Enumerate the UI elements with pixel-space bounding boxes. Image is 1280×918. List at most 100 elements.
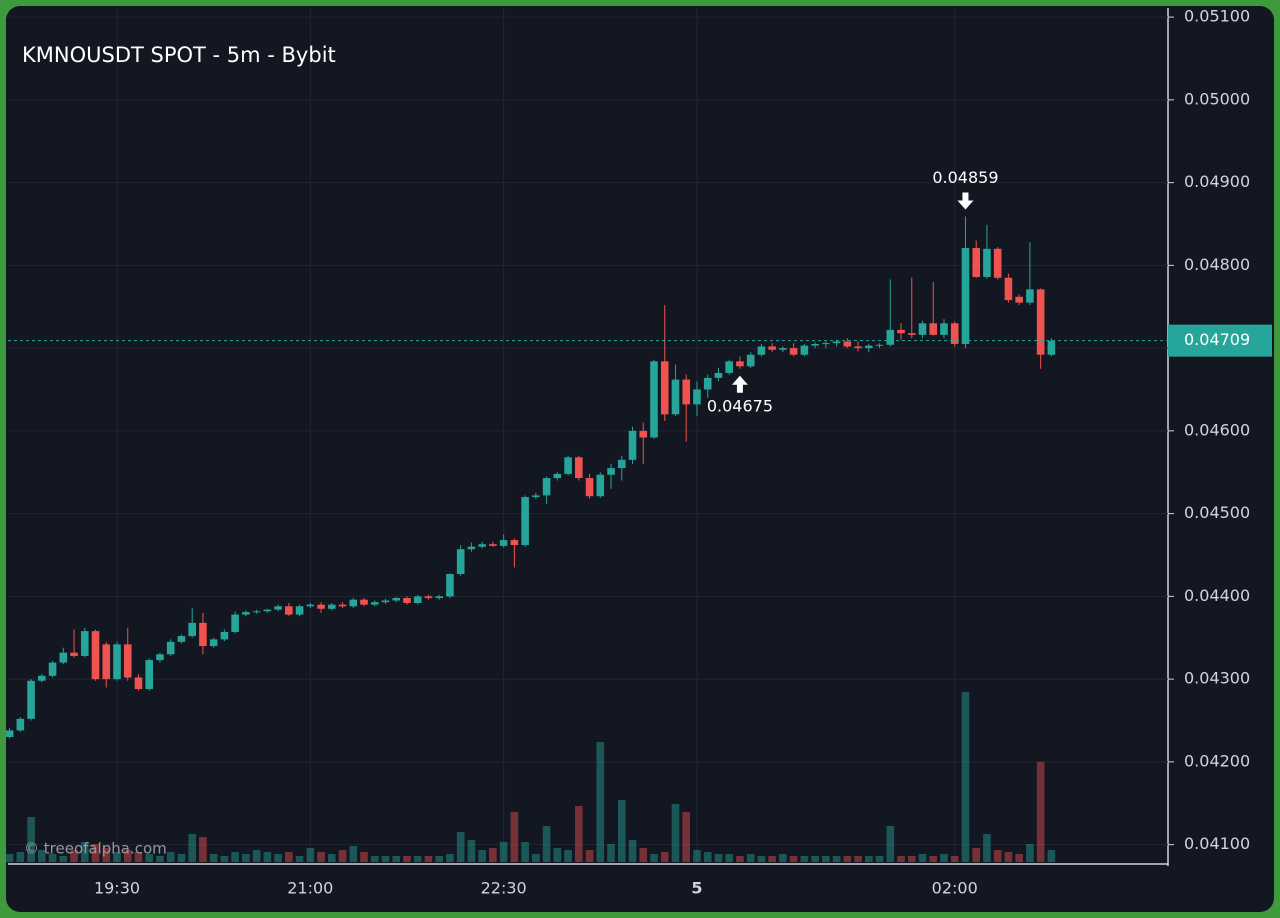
- candle-body: [843, 341, 852, 347]
- candle-body: [596, 474, 605, 497]
- volume-bar: [607, 844, 615, 862]
- candle-body: [80, 631, 89, 656]
- volume-bar: [746, 854, 755, 862]
- volume-bar: [456, 832, 465, 862]
- volume-bar: [843, 856, 852, 862]
- volume-bar: [220, 856, 229, 862]
- candle-body: [607, 468, 615, 475]
- volume-bar: [811, 856, 819, 862]
- volume-bar: [80, 842, 89, 862]
- candle-body: [317, 604, 325, 609]
- candle-body: [27, 680, 35, 719]
- candle-body: [338, 604, 347, 607]
- volume-bar: [499, 842, 508, 862]
- low-marker-label: 0.04675: [707, 396, 773, 415]
- volume-bar: [489, 848, 497, 862]
- volume-bar: [768, 856, 776, 862]
- candle-body: [38, 675, 46, 681]
- candle-body: [295, 606, 304, 615]
- volume-bar: [553, 848, 562, 862]
- last-price-label: 0.04709: [1184, 330, 1250, 349]
- volume-bar: [940, 854, 948, 862]
- candle-body: [328, 604, 336, 609]
- x-tick-label: 22:30: [481, 879, 527, 898]
- y-tick-label: 0.04200: [1184, 751, 1250, 770]
- candle-body: [811, 343, 819, 346]
- volume-bar: [918, 854, 927, 862]
- candle-body: [306, 604, 315, 607]
- volume-bar: [575, 806, 583, 862]
- candle-body: [703, 377, 712, 390]
- candle-body: [1026, 289, 1034, 303]
- volume-bar: [360, 852, 368, 862]
- volume-bar: [682, 812, 691, 862]
- volume-bar: [510, 812, 519, 862]
- candle-body: [789, 348, 798, 355]
- volume-bar: [38, 850, 46, 862]
- volume-bar: [91, 844, 100, 862]
- candle-body: [521, 497, 529, 546]
- candle-body: [1047, 340, 1056, 355]
- candle-body: [800, 345, 809, 355]
- x-tick-label: 21:00: [287, 879, 333, 898]
- candle-body: [714, 372, 723, 378]
- volume-bar: [628, 840, 637, 862]
- candle-body: [360, 599, 368, 605]
- volume-bar: [123, 850, 132, 862]
- candle-body: [16, 718, 25, 731]
- x-tick-label: 19:30: [94, 879, 140, 898]
- volume-bar: [983, 834, 991, 862]
- volume-bar: [854, 856, 862, 862]
- candle-body: [757, 346, 766, 355]
- candle-body: [478, 544, 486, 547]
- candle-body: [188, 622, 196, 637]
- candle-body: [177, 636, 186, 642]
- volume-bar: [263, 852, 272, 862]
- candle-body: [918, 323, 927, 335]
- volume-bar: [48, 854, 57, 862]
- candle-body: [413, 596, 422, 603]
- watermark: © treeofalpha.com: [24, 840, 167, 858]
- candle-body: [274, 606, 282, 610]
- candle-body: [5, 730, 14, 738]
- volume-bar: [70, 850, 78, 862]
- volume-bar: [242, 854, 250, 862]
- volume-bar: [660, 852, 669, 862]
- candle-body: [242, 612, 250, 615]
- volume-bar: [886, 826, 895, 862]
- volume-bar: [306, 848, 315, 862]
- candle-body: [532, 495, 540, 498]
- volume-bar: [177, 854, 186, 862]
- volume-bar: [542, 826, 551, 862]
- volume-bar: [209, 854, 218, 862]
- volume-bar: [972, 848, 980, 862]
- volume-bar: [1036, 762, 1045, 862]
- y-tick-label: 0.05100: [1184, 7, 1250, 26]
- volume-bar: [199, 837, 207, 862]
- volume-bar: [714, 854, 723, 862]
- candle-body: [768, 346, 776, 350]
- y-tick-label: 0.04300: [1184, 669, 1250, 688]
- candle-body: [510, 540, 519, 546]
- candle-body: [886, 329, 895, 345]
- candle-body: [585, 478, 594, 497]
- volume-bar: [693, 850, 701, 862]
- candle-body: [1004, 277, 1013, 301]
- candle-body: [1015, 296, 1023, 303]
- candle-body: [660, 361, 669, 415]
- chart-title: KMNOUSDT SPOT - 5m - Bybit: [22, 43, 336, 67]
- volume-bar: [736, 856, 744, 862]
- candle-body: [467, 546, 476, 550]
- volume-bar: [950, 856, 959, 862]
- candle-body: [950, 323, 959, 344]
- candle-body: [617, 459, 626, 469]
- candle-body: [403, 598, 411, 603]
- volume-bar: [166, 852, 175, 862]
- volume-bar: [671, 804, 680, 862]
- y-tick-label: 0.04500: [1184, 503, 1250, 522]
- candle-body: [746, 354, 755, 367]
- y-tick-label: 0.04100: [1184, 834, 1250, 853]
- volume-bar: [779, 854, 787, 862]
- candle-body: [993, 248, 1002, 278]
- low-marker-arrow: [731, 375, 748, 393]
